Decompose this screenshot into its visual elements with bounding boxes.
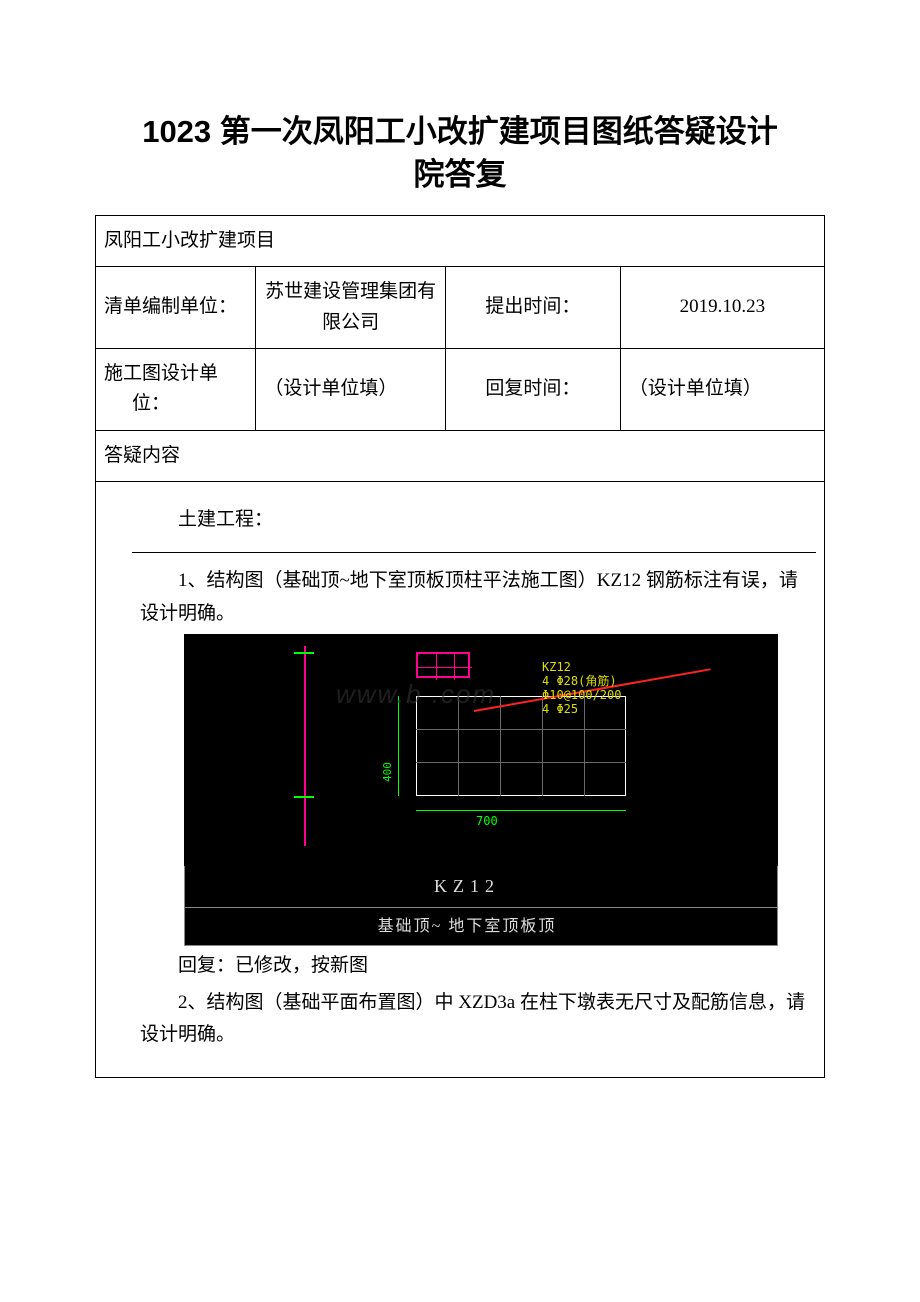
cad-caption-2: 基础顶~ 地下室顶板顶 xyxy=(184,908,778,947)
value-list-unit: 苏世建设管理集团有限公司 xyxy=(256,267,446,349)
section-header: 答疑内容 xyxy=(96,430,825,481)
title-line1: 1023 第一次凤阳工小改扩建项目图纸答疑设计 xyxy=(142,114,778,149)
section-label: 土建工程： xyxy=(140,504,808,536)
value-design-unit: （设计单位填） xyxy=(256,348,446,430)
cad-label-2: 4 Φ28(角筋) xyxy=(570,674,617,688)
tick xyxy=(294,796,314,798)
grid-line xyxy=(416,729,626,730)
question-1: 1、结构图（基础顶~地下室顶板顶柱平法施工图）KZ12 钢筋标注有误，请设计明确… xyxy=(140,565,808,630)
cad-figure-wrap: 700 400 KZ12 4 Φ28(角筋) Φ10@100/200 4 Φ25… xyxy=(184,634,778,946)
grid-line xyxy=(584,696,585,796)
reply-1: 回复：已修改，按新图 xyxy=(140,950,808,982)
page-title: 1023 第一次凤阳工小改扩建项目图纸答疑设计 院答复 xyxy=(95,110,825,197)
axis-line xyxy=(304,646,306,846)
grid-line xyxy=(500,696,501,796)
label-list-unit: 清单编制单位： xyxy=(96,267,256,349)
label-submit-time: 提出时间： xyxy=(445,267,620,349)
value-reply-time: （设计单位填） xyxy=(620,348,824,430)
cad-label-kz: KZ12 xyxy=(570,660,571,674)
label-reply-time: 回复时间： xyxy=(445,348,620,430)
label-design-unit: 施工图设计单位： xyxy=(96,348,256,430)
cad-label-3: Φ10@100/200 xyxy=(570,688,621,702)
main-table: 凤阳工小改扩建项目 清单编制单位： 苏世建设管理集团有限公司 提出时间： 201… xyxy=(95,215,825,1079)
title-line2: 院答复 xyxy=(414,157,507,192)
tick xyxy=(294,652,314,654)
dim-line xyxy=(416,810,626,811)
value-submit-time: 2019.10.23 xyxy=(620,267,824,349)
cad-label-4: 4 Φ25 xyxy=(570,702,578,716)
question-2: 2、结构图（基础平面布置图）中 XZD3a 在柱下墩表无尺寸及配筋信息，请设计明… xyxy=(140,987,808,1052)
content-cell: 土建工程： 1、结构图（基础顶~地下室顶板顶柱平法施工图）KZ12 钢筋标注有误… xyxy=(96,482,825,1078)
grid-line xyxy=(416,762,626,763)
cad-figure: 700 400 KZ12 4 Φ28(角筋) Φ10@100/200 4 Φ25… xyxy=(184,634,778,866)
watermark: www.b .com xyxy=(364,674,496,716)
cad-caption-1: KZ12 xyxy=(184,866,778,908)
project-cell: 凤阳工小改扩建项目 xyxy=(96,215,825,266)
